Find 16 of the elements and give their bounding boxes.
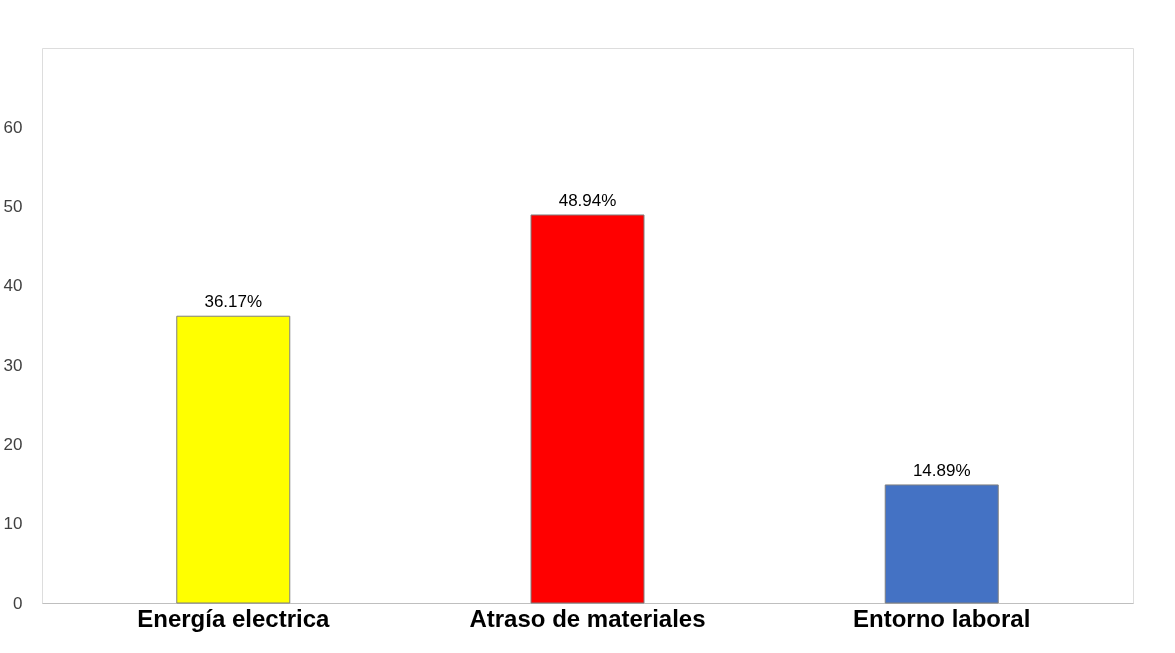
x-tick-label: Atraso de materiales (469, 604, 706, 632)
y-tick-label: 20 (3, 434, 23, 454)
y-tick-label: 10 (3, 514, 23, 534)
y-tick-label: 40 (3, 276, 23, 296)
y-tick-label: 50 (3, 197, 23, 217)
data-label: 48.94% (558, 190, 617, 210)
data-label: 36.17% (204, 292, 263, 312)
x-tick-label: Energía electrica (137, 604, 330, 632)
bar (176, 315, 291, 604)
x-tick-label: Entorno laboral (853, 604, 1031, 632)
y-tick-label: 30 (3, 355, 23, 375)
data-label: 14.89% (912, 460, 971, 480)
bar (530, 214, 645, 604)
bar (884, 484, 999, 604)
y-tick-label: 0 (13, 593, 23, 613)
y-tick-label: 60 (3, 117, 23, 137)
